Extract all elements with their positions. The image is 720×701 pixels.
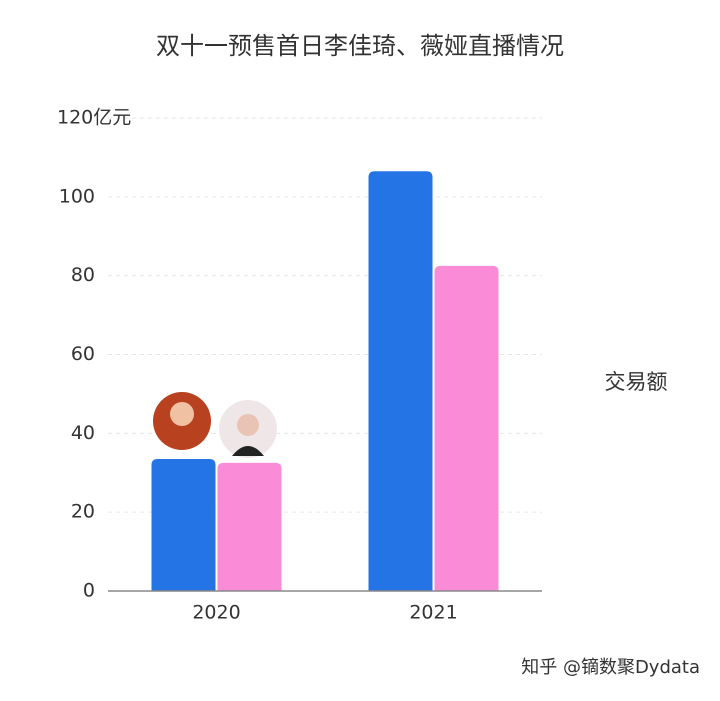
bar: [217, 462, 282, 591]
bar: [368, 171, 433, 591]
y-tick-label: 40: [71, 422, 95, 444]
avatars: [153, 392, 277, 458]
y-axis-label: 交易额: [605, 370, 668, 394]
y-tick-label: 100: [59, 185, 95, 207]
chart-title: 双十一预售首日李佳琦、薇娅直播情况: [156, 32, 564, 60]
avatar-face: [237, 414, 259, 436]
bar: [151, 458, 216, 591]
avatar-dress: [232, 446, 264, 456]
y-tick-label: 120亿元: [57, 107, 131, 129]
y-tick-label: 60: [71, 343, 95, 365]
bar: [434, 265, 499, 591]
y-tick-label: 20: [71, 501, 95, 523]
y-tick-label: 0: [83, 580, 95, 602]
x-tick-label: 2021: [409, 602, 457, 624]
y-tick-label: 80: [71, 264, 95, 286]
x-tick-label: 2020: [192, 602, 240, 624]
avatar-face: [170, 402, 194, 426]
credit: 知乎 @镝数聚Dydata: [521, 657, 700, 678]
